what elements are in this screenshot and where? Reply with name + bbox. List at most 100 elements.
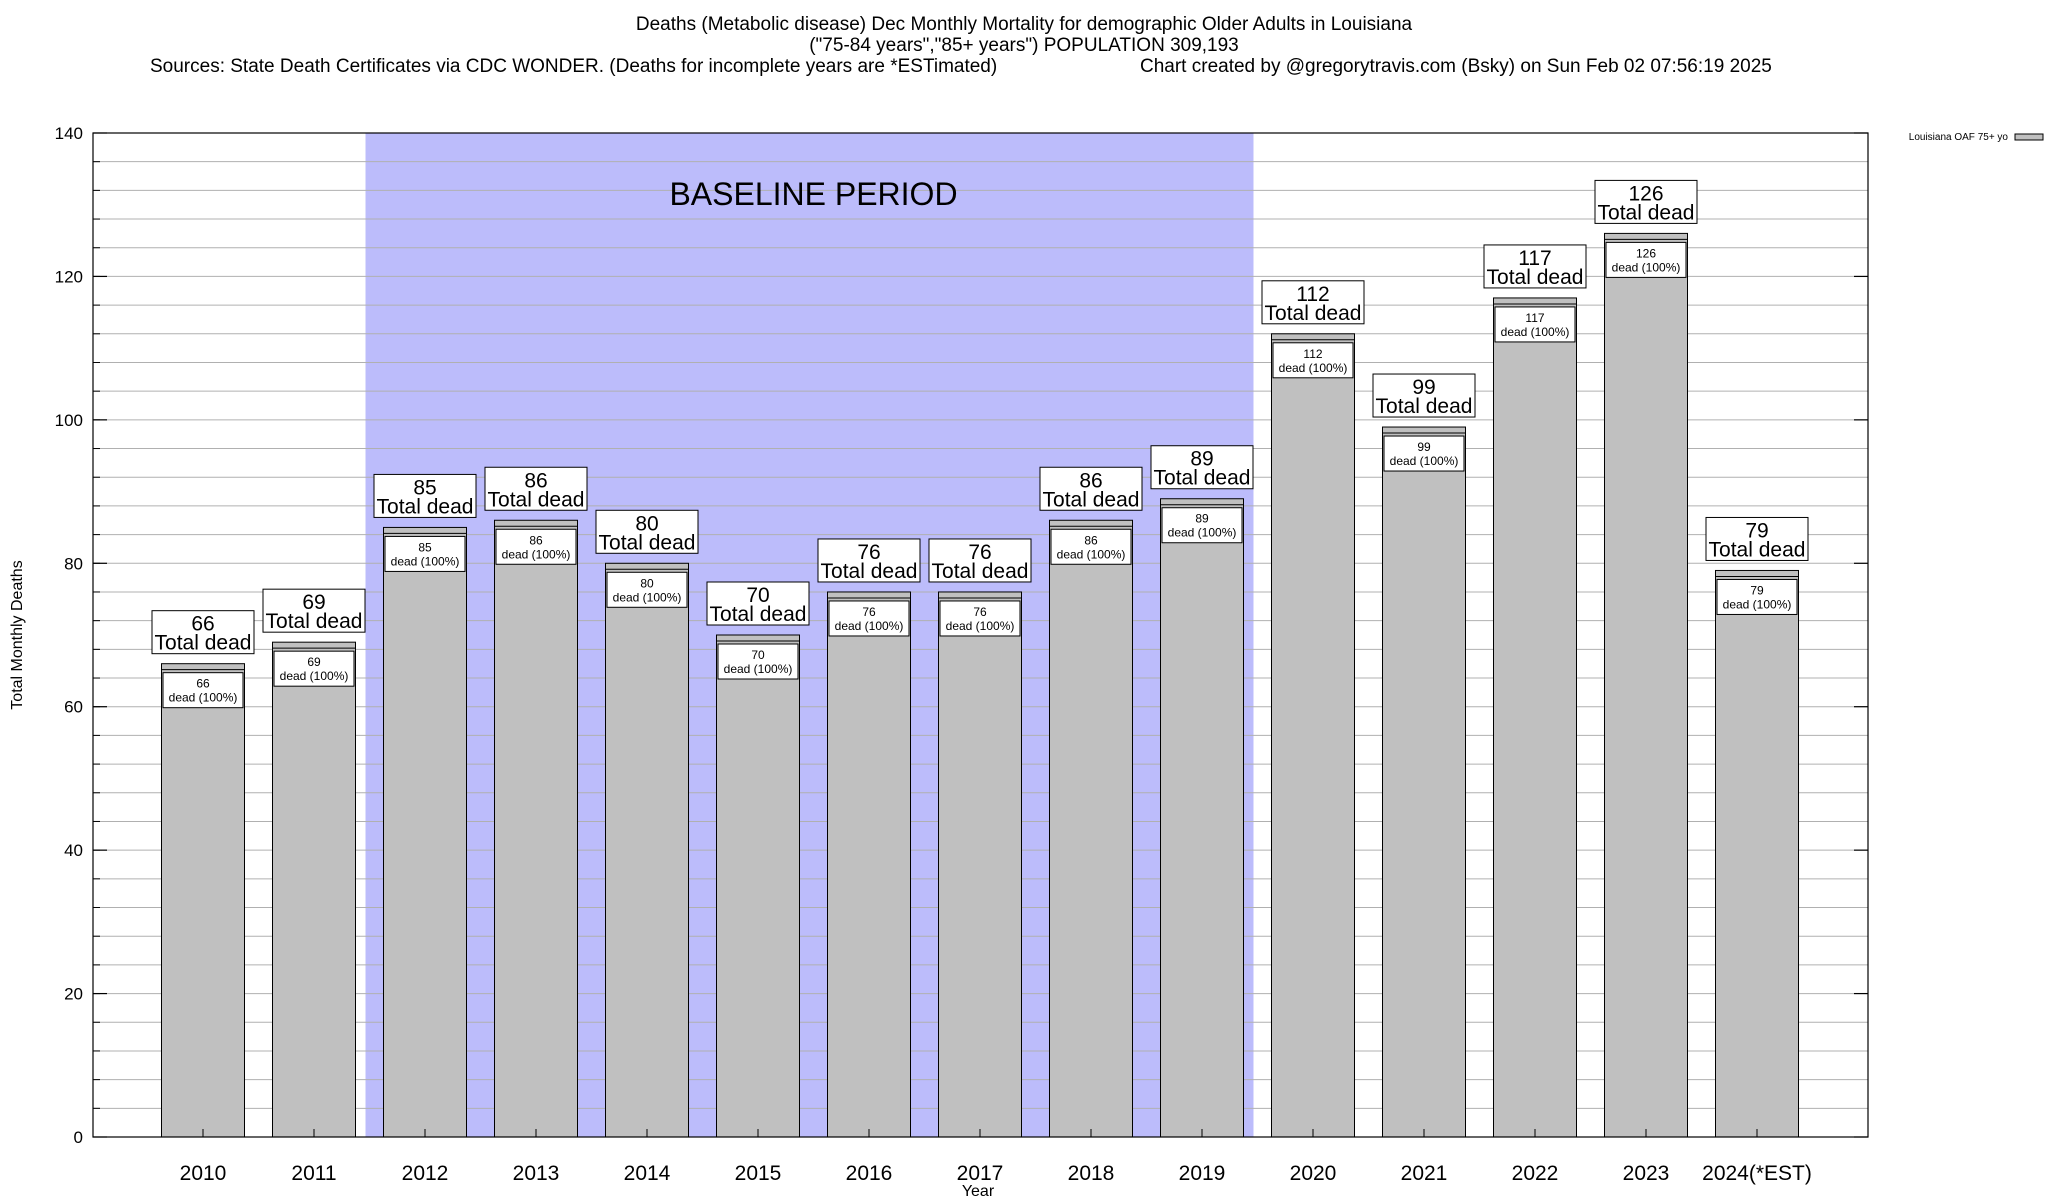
bar-inner-value-label: 69: [307, 655, 321, 669]
bar-total-label-box: [1039, 466, 1143, 511]
bar-inner-label-box: [1050, 528, 1132, 565]
bar-inner-value-label: 76: [862, 605, 876, 619]
bar-inner-label-box: [384, 535, 466, 572]
x-tick-label: 2023: [1623, 1162, 1670, 1185]
bar-total-suffix-label: Total dead: [932, 560, 1029, 583]
bar-total-suffix-label: Total dead: [488, 488, 585, 511]
bar-inner-label-box: [606, 571, 688, 608]
bar: [1493, 297, 1577, 1138]
bar-total-suffix-label: Total dead: [377, 495, 474, 518]
bar-inner-percent-label: dead (100%): [1057, 547, 1126, 561]
bar-total-label-box: [817, 538, 921, 583]
bar-inner-percent-label: dead (100%): [391, 554, 460, 568]
bar-total-suffix-label: Total dead: [155, 632, 252, 655]
bar-inner-value-label: 86: [1084, 533, 1098, 547]
bar-total-value-label: 117: [1518, 247, 1551, 270]
bar-inner-label-box: [162, 672, 244, 709]
bar-total-label-box: [595, 509, 699, 554]
x-tick-label: 2013: [513, 1162, 560, 1185]
bar-inner-percent-label: dead (100%): [169, 691, 238, 705]
bar-inner-label-box: [1383, 435, 1465, 472]
bar-total-value-label: 86: [524, 469, 547, 492]
x-tick-label: 2018: [1068, 1162, 1115, 1185]
bar: [1604, 232, 1688, 1138]
bar: [1271, 333, 1355, 1138]
bar-total-suffix-label: Total dead: [1376, 395, 1473, 418]
x-tick-label: 2020: [1290, 1162, 1337, 1185]
chart-title-block: Deaths (Metabolic disease) Dec Monthly M…: [0, 14, 2048, 77]
y-tick-label: 40: [64, 841, 83, 860]
bar-inner-percent-label: dead (100%): [1501, 325, 1570, 339]
bar-total-label-box: [1483, 244, 1587, 289]
bar-total-label-box: [484, 466, 588, 511]
x-tick-label: 2014: [624, 1162, 671, 1185]
y-tick-label: 120: [55, 267, 83, 286]
bar-total-label-box: [928, 538, 1032, 583]
legend-swatch: [2014, 133, 2044, 141]
bar-inner-label-box: [828, 600, 910, 637]
chart-credit: Chart created by @gregorytravis.com (Bsk…: [1140, 56, 1772, 77]
bar: [383, 526, 467, 1138]
bar-inner-value-label: 112: [1303, 347, 1322, 361]
bar: [161, 663, 245, 1138]
bar-total-value-label: 80: [635, 512, 658, 535]
y-tick-label: 140: [55, 124, 83, 143]
bar-total-suffix-label: Total dead: [821, 560, 918, 583]
bar-total-value-label: 99: [1412, 376, 1435, 399]
bar: [827, 591, 911, 1138]
bar-inner-value-label: 89: [1195, 512, 1209, 526]
bar-inner-label-box: [939, 600, 1021, 637]
bar-inner-value-label: 66: [196, 677, 210, 691]
y-tick-label: 80: [64, 554, 83, 573]
bar: [494, 519, 578, 1138]
bar-total-value-label: 112: [1296, 283, 1329, 306]
bar-total-label-box: [1705, 516, 1809, 561]
bar-inner-value-label: 76: [973, 605, 987, 619]
bar-inner-value-label: 79: [1750, 583, 1764, 597]
bar-inner-value-label: 99: [1417, 440, 1431, 454]
bar-total-value-label: 79: [1745, 519, 1768, 542]
bar-total-label-box: [706, 581, 810, 626]
bar: [1382, 426, 1466, 1138]
bar-total-suffix-label: Total dead: [599, 531, 696, 554]
bar-inner-label-box: [1716, 578, 1798, 615]
bar-total-suffix-label: Total dead: [1487, 266, 1584, 289]
bar-inner-label-box: [1272, 342, 1354, 379]
bar-inner-percent-label: dead (100%): [613, 590, 682, 604]
bar-total-label-box: [262, 588, 366, 633]
y-axis-label: Total Monthly Deaths: [9, 560, 26, 709]
bar-inner-percent-label: dead (100%): [724, 662, 793, 676]
bar-total-suffix-label: Total dead: [1598, 201, 1695, 224]
x-tick-label: 2024(*EST): [1702, 1162, 1812, 1185]
bar-total-value-label: 69: [302, 591, 325, 614]
bar-total-suffix-label: Total dead: [1709, 538, 1806, 561]
bar-inner-label-box: [495, 528, 577, 565]
baseline-period-label: BASELINE PERIOD: [669, 176, 957, 212]
x-tick-label: 2017: [957, 1162, 1004, 1185]
bar: [1715, 569, 1799, 1138]
bar-inner-label-box: [1494, 306, 1576, 343]
bar-total-label-box: [1261, 280, 1365, 325]
y-tick-label: 100: [55, 411, 83, 430]
bar-total-label-box: [151, 610, 255, 655]
bar: [605, 562, 689, 1138]
x-tick-label: 2016: [846, 1162, 893, 1185]
bar-total-label-box: [373, 473, 477, 518]
bar-total-value-label: 76: [968, 541, 991, 564]
bar-inner-percent-label: dead (100%): [280, 669, 349, 683]
y-tick-label: 20: [64, 985, 83, 1004]
bar-inner-value-label: 70: [751, 648, 765, 662]
bar-inner-percent-label: dead (100%): [1168, 526, 1237, 540]
bar-inner-value-label: 80: [640, 576, 654, 590]
x-tick-label: 2021: [1401, 1162, 1448, 1185]
x-tick-label: 2019: [1179, 1162, 1226, 1185]
chart-subtitle: ("75-84 years","85+ years") POPULATION 3…: [809, 35, 1239, 56]
bar-total-value-label: 85: [413, 476, 436, 499]
bar-inner-value-label: 117: [1525, 311, 1544, 325]
bar-inner-label-box: [1161, 507, 1243, 544]
bar-total-label-box: [1594, 179, 1698, 224]
bar-inner-label-box: [717, 643, 799, 680]
bar-total-value-label: 89: [1190, 448, 1213, 471]
bar-inner-percent-label: dead (100%): [1390, 454, 1459, 468]
x-tick-label: 2015: [735, 1162, 782, 1185]
